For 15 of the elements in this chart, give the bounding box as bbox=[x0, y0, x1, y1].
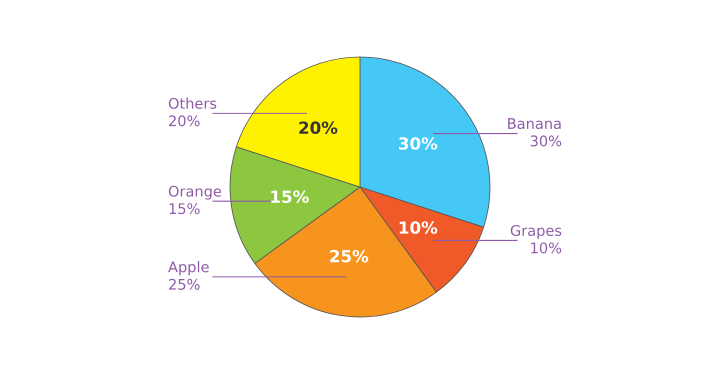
data-label: 25% bbox=[330, 250, 368, 262]
text: 30% bbox=[530, 135, 562, 146]
data-label: 20% bbox=[299, 121, 338, 134]
slice-label: Apple bbox=[168, 261, 209, 276]
text: 10% bbox=[531, 242, 562, 254]
slice-label: Banana bbox=[508, 118, 561, 130]
text: 15% bbox=[170, 203, 200, 214]
slice-label: Others bbox=[168, 98, 216, 109]
data-label: 30% bbox=[399, 137, 438, 150]
text: 20% bbox=[169, 115, 200, 126]
data-label: 15% bbox=[271, 190, 309, 204]
data-label: 10% bbox=[400, 221, 438, 234]
slice-label: Grapes bbox=[510, 224, 562, 239]
slice-label: Orange bbox=[168, 186, 222, 200]
text: 25% bbox=[169, 278, 200, 290]
